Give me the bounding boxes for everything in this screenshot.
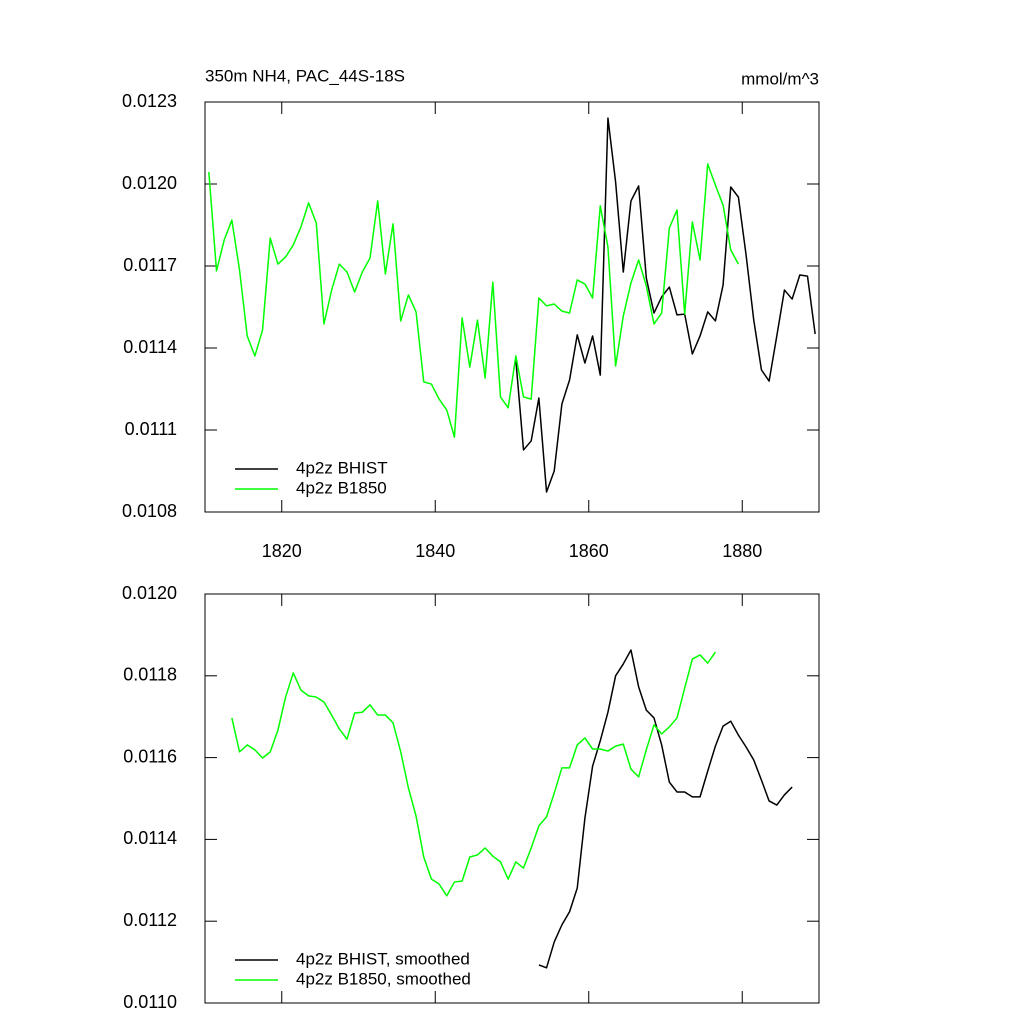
series-line bbox=[231, 651, 717, 897]
x-tick-label: 1860 bbox=[569, 541, 609, 561]
y-tick-label: 0.0110 bbox=[123, 992, 177, 1012]
legend-label: 4p2z B1850 bbox=[296, 478, 387, 497]
x-tick-label: 1880 bbox=[722, 541, 762, 561]
x-tick-label: 1820 bbox=[262, 541, 302, 561]
chart-title: 350m NH4, PAC_44S-18S bbox=[205, 66, 405, 85]
legend-label: 4p2z BHIST bbox=[296, 458, 388, 477]
x-tick-label: 1840 bbox=[415, 541, 455, 561]
y-tick-label: 0.0120 bbox=[122, 173, 177, 193]
y-tick-label: 0.0114 bbox=[123, 828, 177, 848]
series-line bbox=[538, 649, 793, 969]
legend-label: 4p2z B1850, smoothed bbox=[296, 969, 471, 988]
y-tick-label: 0.0116 bbox=[123, 746, 177, 766]
y-tick-label: 0.0120 bbox=[122, 583, 177, 603]
series-line bbox=[208, 163, 740, 438]
plot-frame bbox=[204, 101, 820, 513]
y-tick-label: 0.0118 bbox=[123, 665, 177, 685]
y-tick-label: 0.0108 bbox=[122, 501, 177, 521]
y-tick-label: 0.0114 bbox=[123, 337, 177, 357]
legend-label: 4p2z BHIST, smoothed bbox=[296, 949, 470, 968]
y-tick-label: 0.0117 bbox=[123, 255, 177, 275]
units-label: mmol/m^3 bbox=[741, 69, 819, 88]
plot-frame bbox=[204, 593, 820, 1004]
y-tick-label: 0.0112 bbox=[123, 910, 177, 930]
y-tick-label: 0.0123 bbox=[122, 91, 177, 111]
series-line bbox=[515, 117, 816, 493]
y-tick-label: 0.0111 bbox=[125, 419, 177, 439]
